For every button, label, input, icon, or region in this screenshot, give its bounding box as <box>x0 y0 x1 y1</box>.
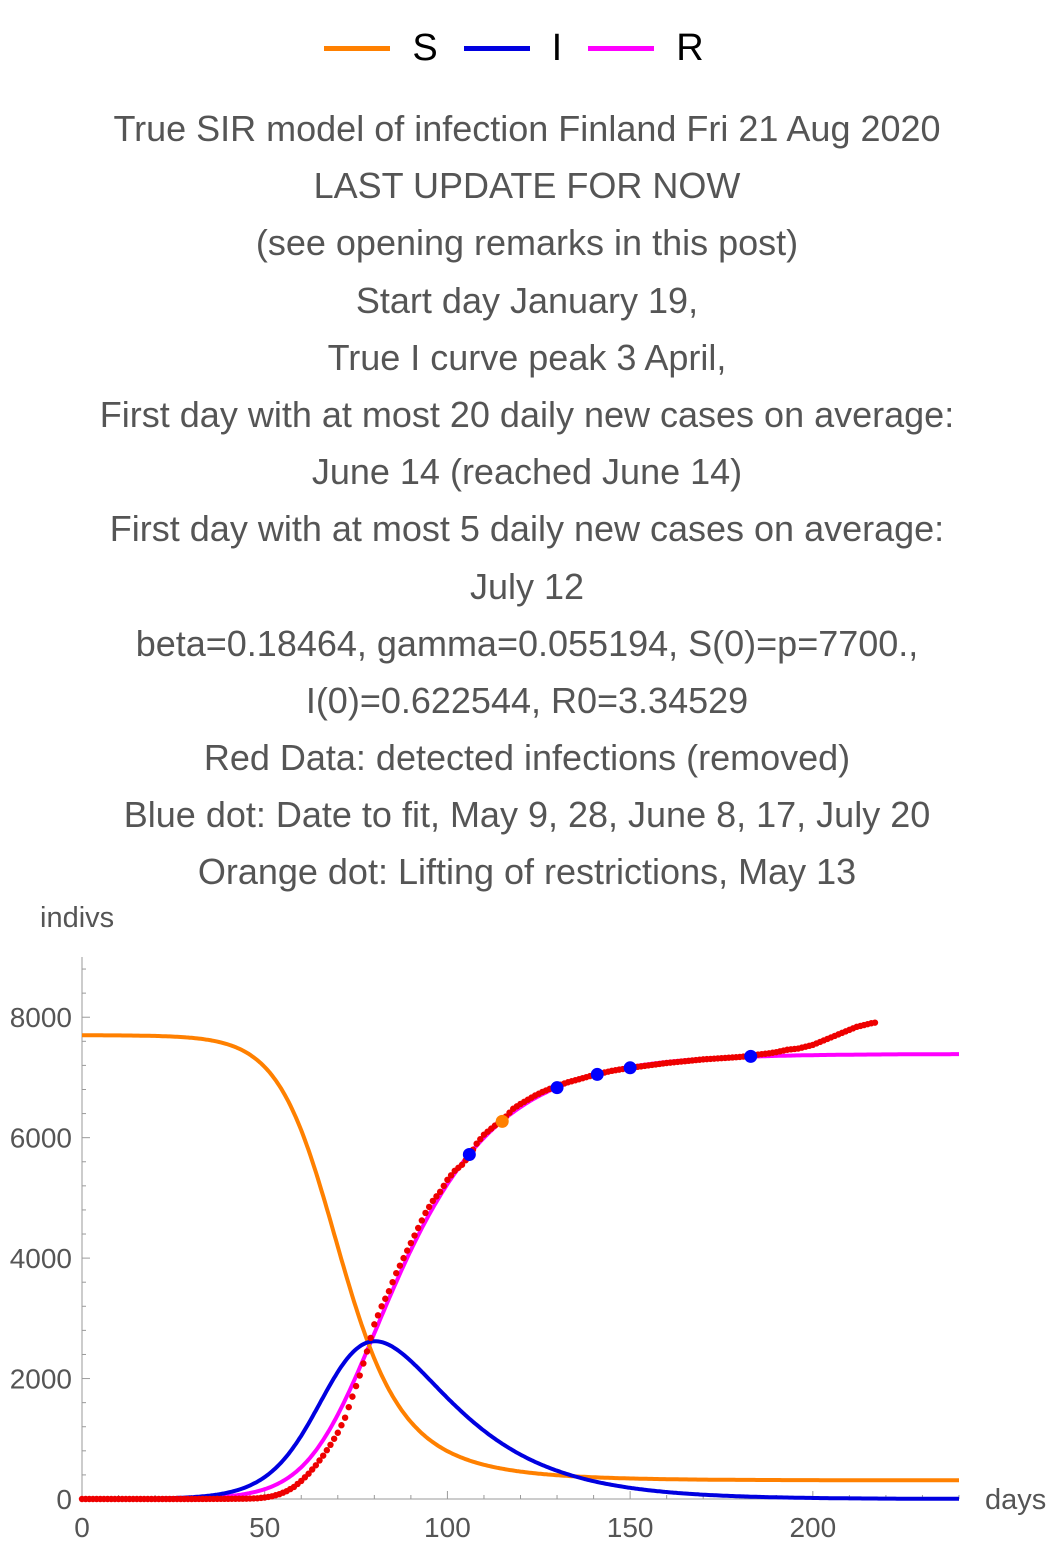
data-point <box>407 1239 415 1247</box>
observed-data <box>78 1019 879 1503</box>
legend-swatch <box>324 45 391 51</box>
data-point <box>323 1447 331 1454</box>
fit-date-dot <box>744 1049 758 1063</box>
data-point <box>349 1393 356 1400</box>
data-point <box>393 1269 400 1277</box>
data-point <box>360 1360 367 1367</box>
fit-date-dot <box>462 1148 476 1162</box>
legend-swatch <box>463 45 530 51</box>
data-point <box>473 1140 480 1147</box>
data-point <box>871 1019 879 1026</box>
data-point <box>429 1197 436 1205</box>
y-axis-title: indivs <box>40 902 114 934</box>
data-point <box>411 1232 418 1239</box>
data-point <box>440 1182 447 1190</box>
legend-item-r: R <box>588 26 704 70</box>
legend-label: S <box>412 26 438 69</box>
data-point <box>444 1176 451 1184</box>
y-tick-label: 6000 <box>10 1123 72 1154</box>
legend-item-s: S <box>324 26 438 70</box>
data-point <box>352 1382 360 1390</box>
x-tick-label: 50 <box>249 1512 280 1543</box>
x-tick-label: 150 <box>607 1512 654 1543</box>
data-point <box>425 1203 433 1211</box>
title-line: True I curve peak 3 April, <box>327 336 727 378</box>
legend-swatch <box>588 45 655 51</box>
title-line: LAST UPDATE FOR NOW <box>313 165 741 207</box>
data-point <box>341 1414 349 1421</box>
legend-label: I <box>551 26 563 69</box>
x-tick-label: 0 <box>74 1512 90 1543</box>
title-line: I(0)=0.622544, R0=3.34529 <box>305 679 749 721</box>
data-point <box>458 1161 466 1168</box>
y-tick-label: 8000 <box>10 1002 72 1033</box>
x-axis-title: days <box>985 1484 1046 1516</box>
fit-date-dot <box>550 1081 564 1095</box>
chart-title: True SIR model of infection Finland Fri … <box>0 100 1054 901</box>
title-line: July 12 <box>469 565 585 607</box>
y-tick-label: 0 <box>56 1484 72 1515</box>
fit-date-dot <box>590 1067 604 1081</box>
title-line: First day with at most 5 daily new cases… <box>109 508 945 550</box>
lifting-restrictions-dot <box>495 1114 509 1128</box>
y-tick-label: 4000 <box>10 1243 72 1274</box>
title-line: Red Data: detected infections (removed) <box>203 737 851 779</box>
data-point <box>305 1470 312 1477</box>
title-line: Orange dot: Lifting of restrictions, May… <box>197 851 857 893</box>
data-point <box>385 1288 393 1295</box>
data-point <box>345 1403 352 1411</box>
data-point <box>338 1422 345 1429</box>
data-point <box>319 1452 327 1459</box>
data-point <box>477 1135 484 1143</box>
data-point <box>356 1372 363 1379</box>
data-point <box>414 1224 422 1232</box>
data-point <box>418 1217 426 1224</box>
x-tick-label: 200 <box>789 1512 836 1543</box>
title-line: True SIR model of infection Finland Fri … <box>113 108 941 149</box>
data-point <box>400 1254 407 1262</box>
series-i-line <box>81 1339 960 1501</box>
title-line: First day with at most 20 daily new case… <box>99 393 955 435</box>
data-point <box>330 1435 338 1442</box>
data-point <box>316 1457 323 1464</box>
data-point <box>367 1334 374 1342</box>
data-point <box>404 1247 411 1254</box>
data-point <box>447 1172 455 1179</box>
highlight-dots <box>462 1049 758 1162</box>
data-point <box>327 1441 334 1448</box>
data-point <box>389 1279 396 1286</box>
y-tick-label: 2000 <box>10 1364 72 1395</box>
series-r-line <box>81 1052 960 1501</box>
data-point <box>309 1466 316 1473</box>
data-point <box>374 1312 382 1319</box>
data-point <box>422 1209 429 1217</box>
data-point <box>378 1303 385 1310</box>
title-line: Start day January 19, <box>355 279 699 321</box>
title-line: Blue dot: Date to fit, May 9, 28, June 8… <box>123 794 931 836</box>
data-point <box>334 1429 341 1436</box>
data-point <box>433 1193 440 1200</box>
series-s-line <box>81 1033 960 1483</box>
fit-date-dot <box>623 1061 637 1075</box>
title-line: June 14 (reached June 14) <box>311 451 743 493</box>
legend-label: R <box>676 26 704 69</box>
data-point <box>382 1295 389 1302</box>
title-line: beta=0.18464, gamma=0.055194, S(0)=p=770… <box>135 622 919 664</box>
data-point <box>371 1321 378 1328</box>
title-line: (see opening remarks in this post) <box>255 222 799 264</box>
data-point <box>436 1188 444 1196</box>
data-point <box>363 1348 371 1355</box>
data-point <box>312 1462 320 1469</box>
x-tick-label: 100 <box>424 1512 471 1543</box>
legend-item-i: I <box>463 26 563 70</box>
data-point <box>396 1262 404 1269</box>
